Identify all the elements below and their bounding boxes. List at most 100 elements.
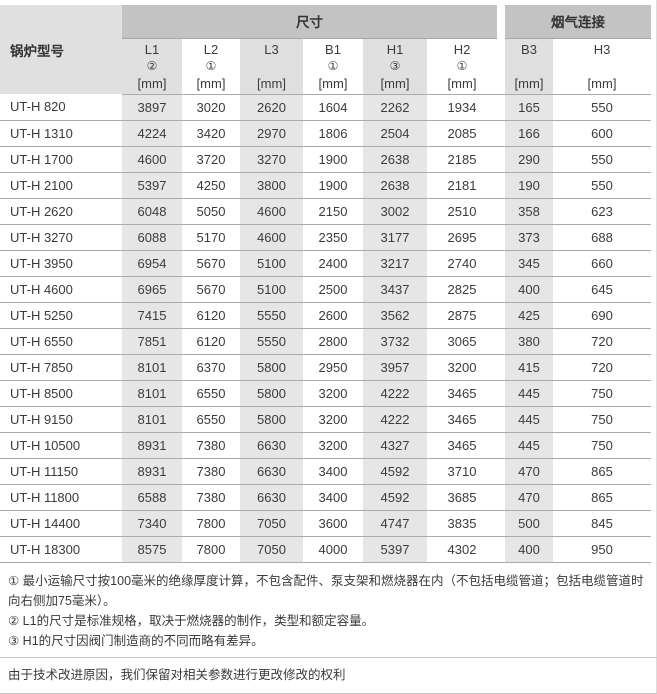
value-cell-h2: 3685 — [427, 484, 497, 511]
column-gap — [497, 354, 505, 381]
value-cell-l2: 4250 — [182, 172, 240, 199]
boiler-spec-table: 锅炉型号 尺寸 烟气连接 L1 ② [mm] L2 ① [mm] L3 [mm] B1 ① [mm]… — [0, 5, 651, 563]
table-row: UT-H 7850 8101 6370 5800 2950 3957 3200 415 720 — [0, 354, 651, 381]
model-cell: UT-H 4600 — [0, 276, 122, 303]
table-row: UT-H 1700 4600 3720 3270 1900 2638 2185 290 550 — [0, 146, 651, 173]
value-cell-l3: 4600 — [240, 224, 303, 251]
column-footnote-ref: ③ — [389, 58, 401, 73]
value-cell-b1: 2400 — [303, 250, 363, 277]
value-cell-h2: 3065 — [427, 328, 497, 355]
value-cell-h3: 865 — [553, 458, 651, 485]
value-cell-h3: 720 — [553, 328, 651, 355]
value-cell-l2: 6550 — [182, 380, 240, 407]
column-name: L2 — [203, 41, 219, 57]
value-cell-b3: 400 — [505, 536, 553, 563]
column-header-h1: H1 ③ [mm] — [363, 38, 427, 95]
value-cell-h1: 3437 — [363, 276, 427, 303]
model-cell: UT-H 3950 — [0, 250, 122, 277]
footnotes-block: ① 最小运输尺寸按100毫米的绝缘厚度计算，不包含配件、泵支架和燃烧器在内（不包… — [0, 563, 656, 657]
value-cell-b3: 358 — [505, 198, 553, 225]
column-unit: [mm] — [196, 75, 226, 91]
column-gap — [497, 276, 505, 303]
model-column-header: 锅炉型号 — [0, 5, 122, 94]
column-footnote-ref — [553, 58, 651, 75]
value-cell-l1: 8101 — [122, 354, 182, 381]
value-cell-l1: 8931 — [122, 432, 182, 459]
table-row: UT-H 2620 6048 5050 4600 2150 3002 2510 358 623 — [0, 198, 651, 225]
column-footnote-ref — [505, 58, 553, 75]
value-cell-l1: 7415 — [122, 302, 182, 329]
value-cell-b3: 470 — [505, 484, 553, 511]
value-cell-l1: 6588 — [122, 484, 182, 511]
value-cell-l3: 3800 — [240, 172, 303, 199]
column-gap — [497, 406, 505, 433]
value-cell-l1: 4600 — [122, 146, 182, 173]
value-cell-h2: 2185 — [427, 146, 497, 173]
value-cell-b1: 2950 — [303, 354, 363, 381]
value-cell-h3: 688 — [553, 224, 651, 251]
value-cell-l2: 6370 — [182, 354, 240, 381]
value-cell-b3: 445 — [505, 380, 553, 407]
column-header-l1: L1 ② [mm] — [122, 38, 182, 95]
value-cell-b1: 3600 — [303, 510, 363, 537]
value-cell-b1: 4000 — [303, 536, 363, 563]
value-cell-l3: 5550 — [240, 302, 303, 329]
value-cell-l2: 7800 — [182, 510, 240, 537]
value-cell-h2: 3465 — [427, 432, 497, 459]
model-cell: UT-H 8500 — [0, 380, 122, 407]
value-cell-h2: 3710 — [427, 458, 497, 485]
value-cell-h2: 2181 — [427, 172, 497, 199]
value-cell-l1: 6965 — [122, 276, 182, 303]
value-cell-l3: 5100 — [240, 276, 303, 303]
model-cell: UT-H 6550 — [0, 328, 122, 355]
disclaimer-text: 由于技术改进原因，我们保留对相关参数进行更改修改的权利 — [8, 667, 346, 682]
value-cell-b1: 2500 — [303, 276, 363, 303]
table-row: UT-H 2100 5397 4250 3800 1900 2638 2181 190 550 — [0, 172, 651, 199]
value-cell-b3: 345 — [505, 250, 553, 277]
value-cell-h2: 2875 — [427, 302, 497, 329]
value-cell-l3: 5800 — [240, 406, 303, 433]
value-cell-h2: 2825 — [427, 276, 497, 303]
value-cell-l3: 6630 — [240, 484, 303, 511]
group-header-flue-connection: 烟气连接 — [505, 5, 651, 39]
table-row: UT-H 3950 6954 5670 5100 2400 3217 2740 345 660 — [0, 250, 651, 277]
table-row: UT-H 5250 7415 6120 5550 2600 3562 2875 425 690 — [0, 302, 651, 329]
value-cell-b3: 445 — [505, 406, 553, 433]
table-row: UT-H 6550 7851 6120 5550 2800 3732 3065 380 720 — [0, 328, 651, 355]
value-cell-b1: 3200 — [303, 406, 363, 433]
model-cell: UT-H 9150 — [0, 406, 122, 433]
value-cell-l2: 5670 — [182, 276, 240, 303]
group-header-row: 锅炉型号 尺寸 烟气连接 — [0, 5, 651, 94]
value-cell-l1: 8931 — [122, 458, 182, 485]
column-unit: [mm] — [318, 75, 348, 91]
value-cell-l2: 6120 — [182, 302, 240, 329]
column-name: H2 — [453, 41, 471, 57]
column-header-l2: L2 ① [mm] — [182, 38, 240, 95]
value-cell-l1: 6954 — [122, 250, 182, 277]
column-footnote-ref: ① — [205, 58, 217, 73]
column-gap — [497, 224, 505, 251]
column-unit: [mm] — [137, 75, 167, 91]
column-unit: [mm] — [514, 75, 544, 91]
table-row: UT-H 10500 8931 7380 6630 3200 4327 3465 445 750 — [0, 432, 651, 459]
value-cell-l3: 4600 — [240, 198, 303, 225]
value-cell-l3: 2620 — [240, 94, 303, 121]
table-row: UT-H 18300 8575 7800 7050 4000 5397 4302 400 950 — [0, 536, 651, 563]
value-cell-h3: 950 — [553, 536, 651, 563]
column-name: H3 — [593, 41, 611, 57]
value-cell-h3: 550 — [553, 172, 651, 199]
value-cell-l2: 3020 — [182, 94, 240, 121]
value-cell-h2: 3465 — [427, 380, 497, 407]
table-row: UT-H 1310 4224 3420 2970 1806 2504 2085 166 600 — [0, 120, 651, 147]
value-cell-h3: 550 — [553, 146, 651, 173]
model-cell: UT-H 11150 — [0, 458, 122, 485]
column-footnote-ref: ② — [146, 58, 158, 73]
value-cell-l3: 5550 — [240, 328, 303, 355]
value-cell-l3: 7050 — [240, 536, 303, 563]
value-cell-h2: 2085 — [427, 120, 497, 147]
value-cell-l1: 8575 — [122, 536, 182, 563]
value-cell-b3: 165 — [505, 94, 553, 121]
value-cell-b3: 373 — [505, 224, 553, 251]
value-cell-l1: 6088 — [122, 224, 182, 251]
